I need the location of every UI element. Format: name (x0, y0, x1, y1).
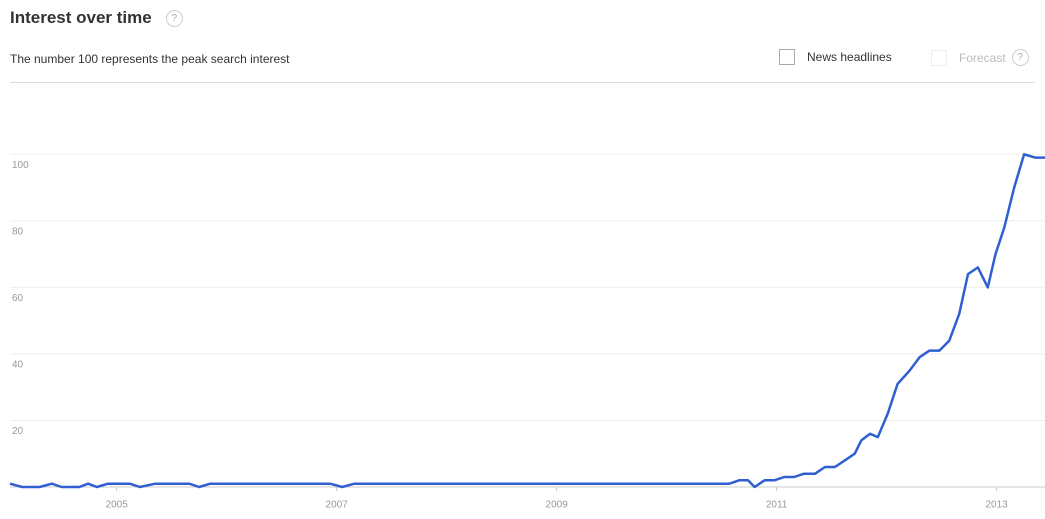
header: Interest over time? (10, 8, 183, 28)
divider (10, 82, 1035, 83)
x-tick-label: 2007 (326, 500, 349, 511)
y-tick-label: 20 (12, 426, 24, 437)
checkbox-label: News headlines (807, 50, 892, 64)
x-tick-label: 2013 (985, 500, 1008, 511)
line-series (9, 153, 1045, 489)
chart-subtitle: The number 100 represents the peak searc… (10, 52, 290, 66)
y-tick-label: 100 (12, 160, 29, 171)
x-tick-label: 2009 (546, 500, 569, 511)
checkbox[interactable] (779, 49, 795, 65)
y-tick-label: 40 (12, 360, 24, 371)
help-icon[interactable]: ? (165, 10, 183, 28)
checkbox (931, 49, 947, 66)
x-tick-label: 2011 (766, 500, 788, 511)
news-toggle[interactable]: News headlines (779, 49, 892, 65)
y-tick-label: 60 (12, 293, 24, 304)
forecast-toggle: Forecast? (931, 49, 1029, 66)
chart-title: Interest over time (10, 8, 152, 27)
checkbox-label: Forecast (959, 50, 1006, 65)
y-tick-label: 80 (12, 226, 24, 237)
x-tick-label: 2005 (106, 500, 129, 511)
help-icon[interactable]: ? (1011, 49, 1029, 66)
